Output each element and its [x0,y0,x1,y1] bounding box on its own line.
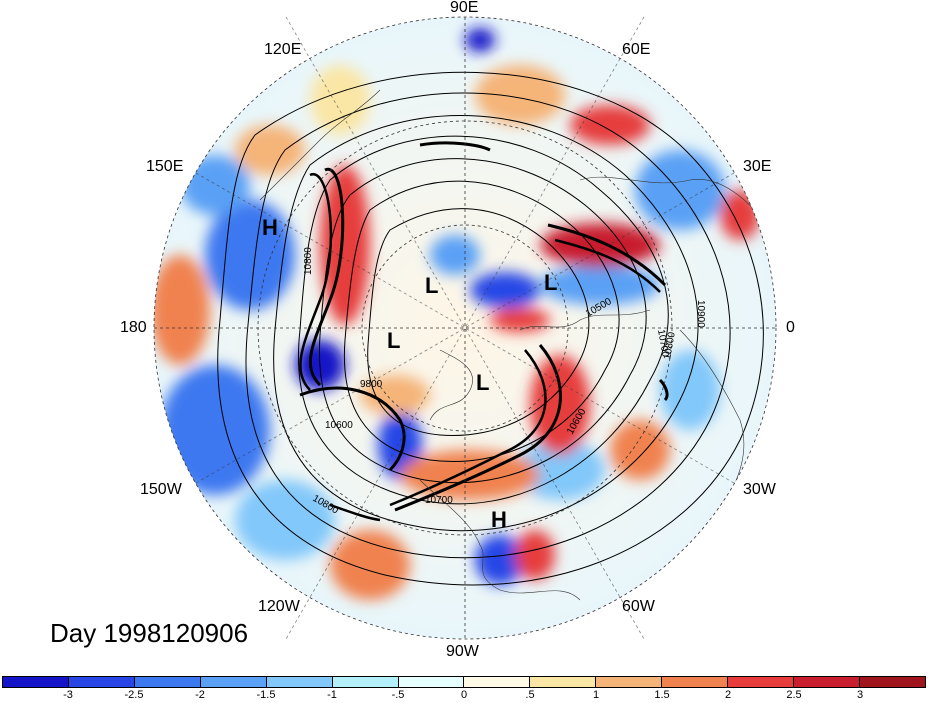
colorbar-tick-label: 0 [460,689,468,701]
colorbar-segment [530,677,597,687]
colorbar-ticks: -3 -2.5 -2 -1.5 -1 -.5 0 .5 1 1.5 2 2.5 3 [2,689,926,703]
colorbar-segment [728,677,795,687]
graticule [153,16,777,640]
colorbar-tick-label: 1.5 [654,689,670,701]
colorbar-segment [68,677,135,687]
high-center-gulf: H [491,507,507,532]
lon-label-90e: 90E [450,0,479,16]
lon-label-120w: 120W [258,598,300,615]
contour-label: 10700 [655,329,671,359]
colorbar-segment [200,677,267,687]
colorbar-tick-label: 2 [724,689,732,701]
contour-label: 10800 [303,247,314,275]
low-center-canadian-arctic: L [476,370,489,395]
colorbar-tick-label: -2.5 [124,689,144,701]
lon-label-150e: 150E [146,158,184,175]
colorbar-segment [662,677,729,687]
colorbar-segment [398,677,465,687]
pressure-centers: H L L L L H [262,215,557,532]
colorbar-tick-label: 1 [592,689,600,701]
colorbar-tick-label: -1 [327,689,337,701]
day-title: Day 1998120906 [50,618,249,648]
colorbar [2,676,926,688]
low-center-siberia: L [425,273,438,298]
contour-label: 10800 [662,331,678,361]
lon-label-90w: 90W [446,643,479,660]
colorbar-segment [859,677,925,687]
lon-label-120e: 120E [264,41,302,58]
contour-label: 10700 [425,495,453,506]
high-center-asia: H [262,215,278,240]
colorbar-segment [134,677,201,687]
polar-map: H L L L L H 9800 10600 10800 10700 10500… [153,16,777,640]
lon-label-180: 180 [120,319,147,336]
colorbar-segment [266,677,333,687]
colorbar-tick-label: -2 [195,689,205,701]
colorbar-tick-label: 2.5 [786,689,802,701]
low-center-europe: L [544,270,557,295]
lon-label-30e: 30E [743,158,772,175]
contour-label: 10900 [695,300,706,328]
colorbar-tick-label: .5 [525,689,535,701]
lon-label-0: 0 [786,319,795,336]
anomaly-field [154,17,776,639]
colorbar-segment [464,677,531,687]
colorbar-tick-label: 3 [856,689,864,701]
lon-label-60w: 60W [622,598,655,615]
colorbar-tick-label: -.5 [391,689,405,701]
low-center-east-siberian-sea: L [387,328,400,353]
lon-label-60e: 60E [622,41,651,58]
colorbar-tick-label: -1.5 [256,689,276,701]
colorbar-segment [3,677,69,687]
height-contours [217,71,764,586]
colorbar-segment [794,677,860,687]
colorbar-segment [332,677,399,687]
colorbar-segment [596,677,663,687]
lon-label-150w: 150W [140,481,182,498]
colorbar-tick-label: -3 [63,689,73,701]
contour-label: 9800 [360,379,383,390]
contour-label: 10600 [325,420,353,431]
lon-label-30w: 30W [743,481,776,498]
